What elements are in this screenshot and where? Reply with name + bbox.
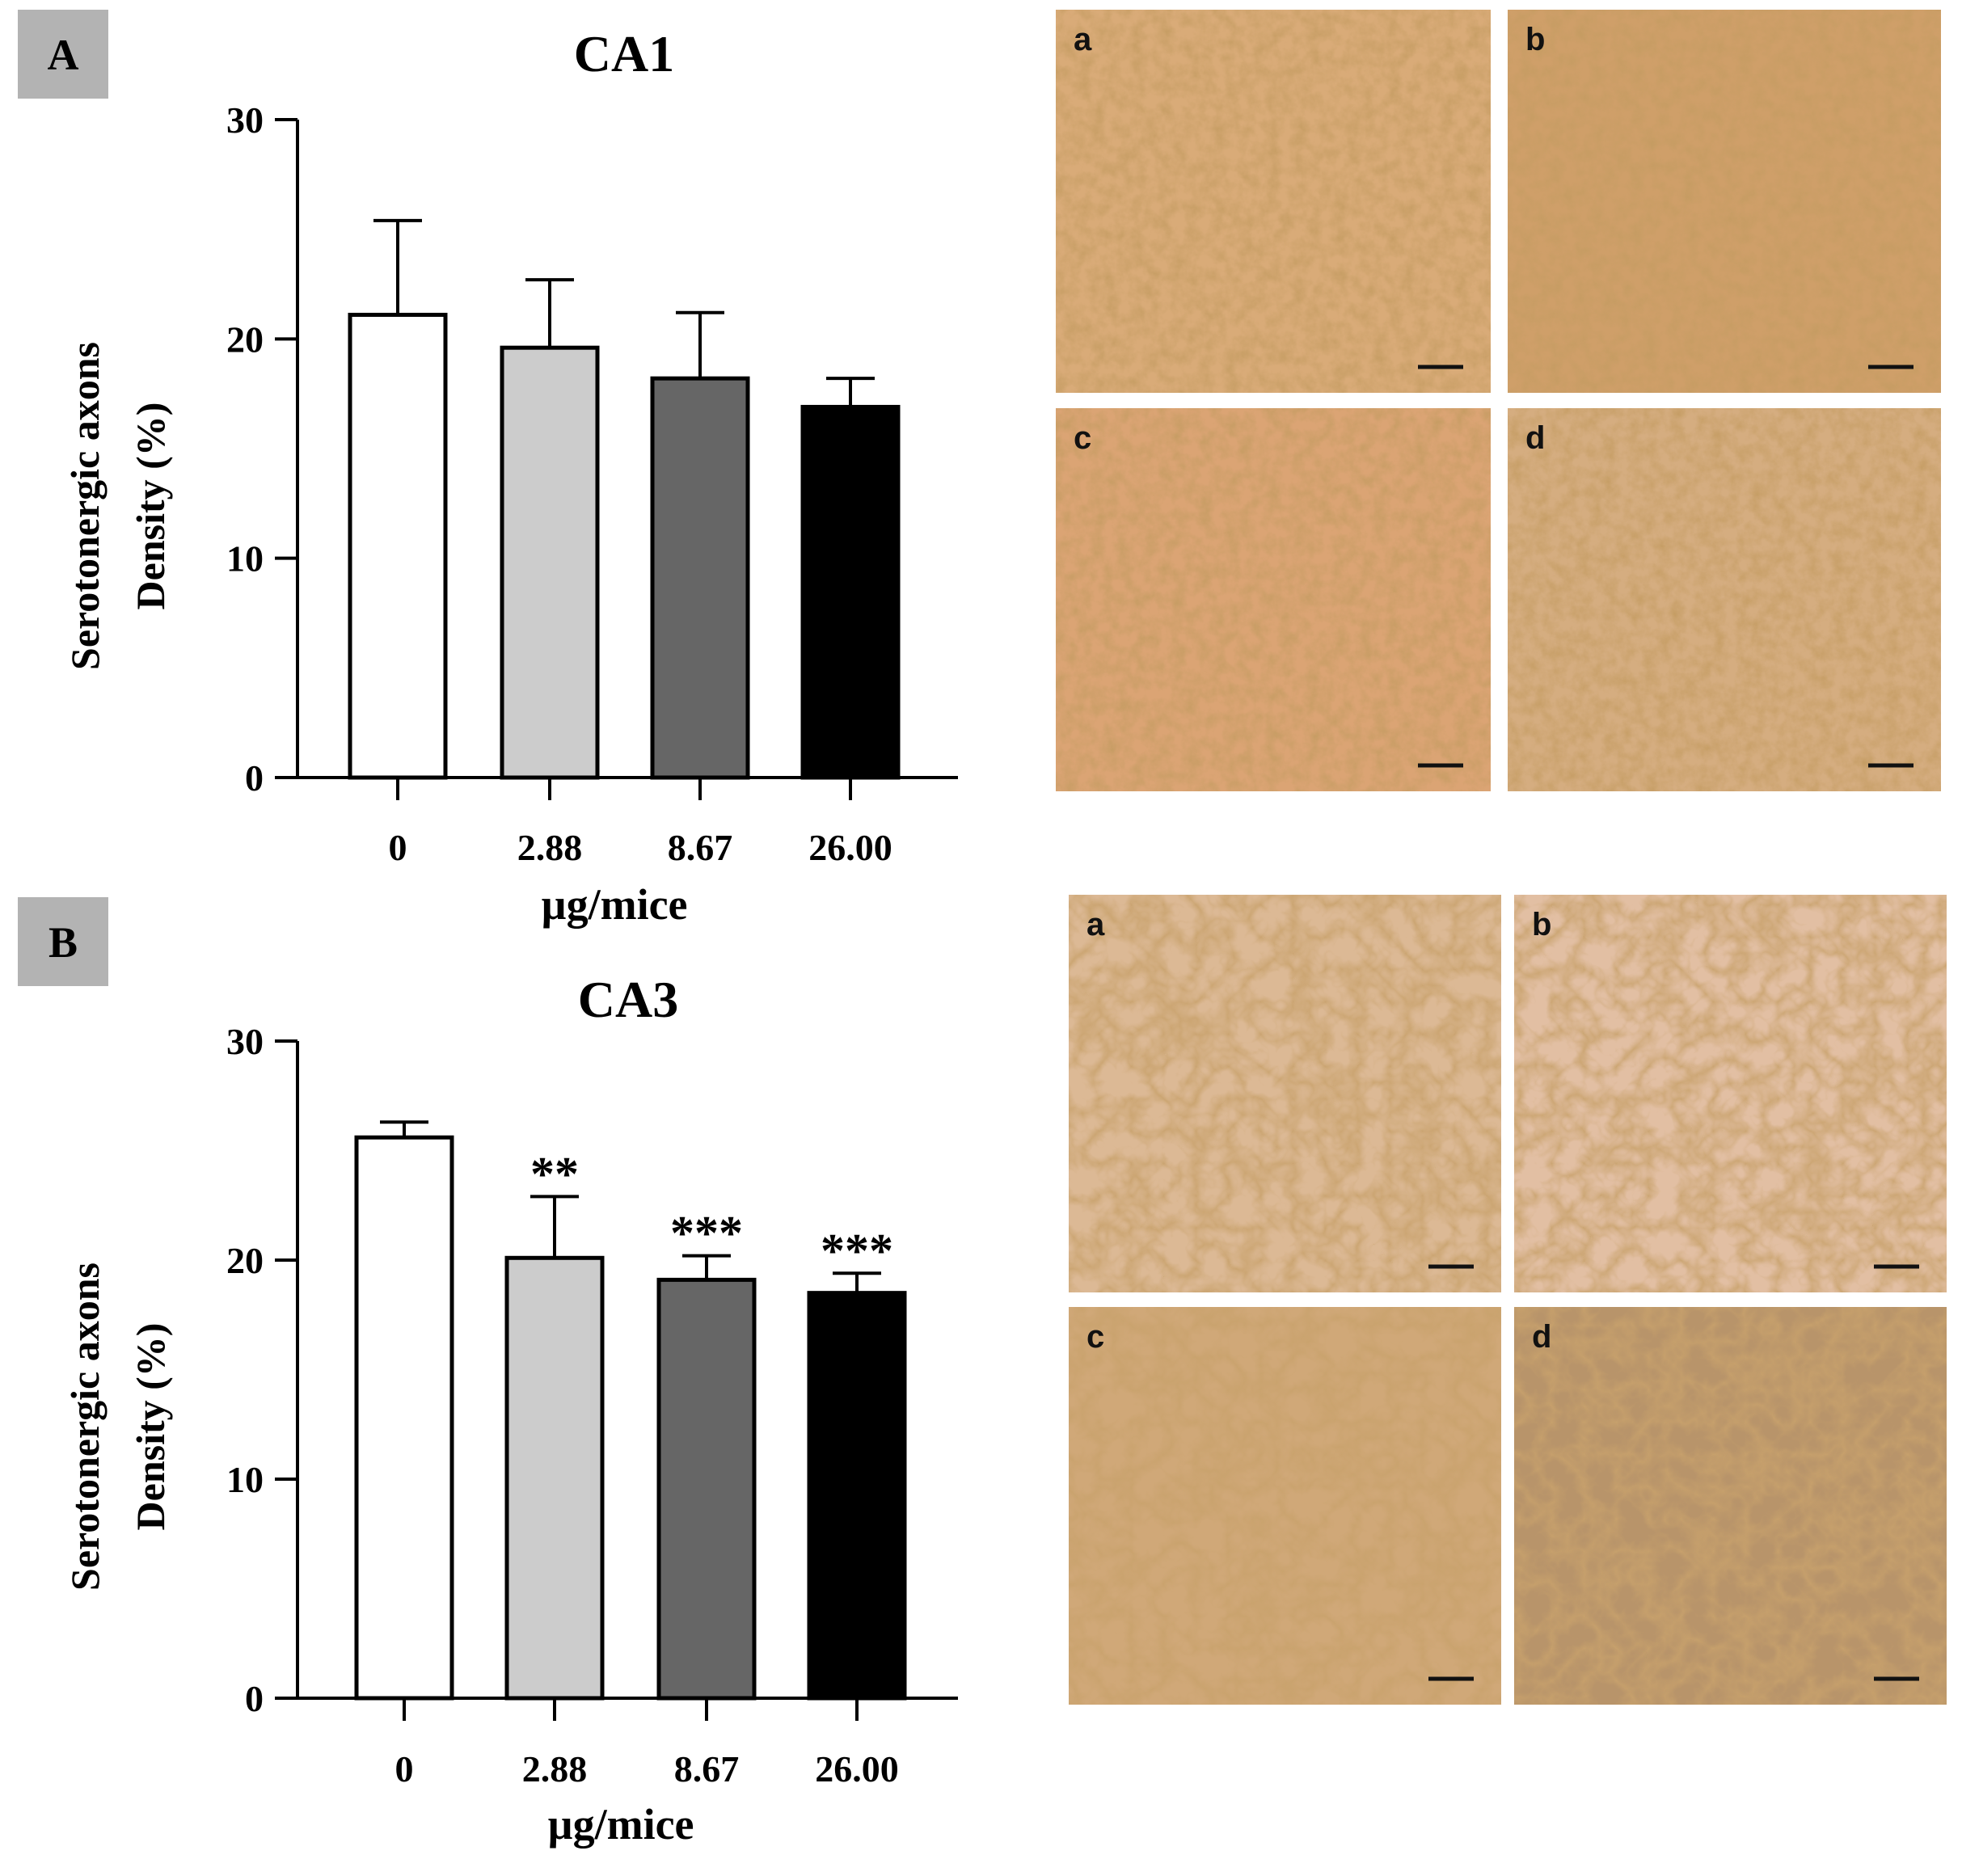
micrograph-stain-texture (1056, 408, 1491, 791)
chart-b-title: CA3 (578, 971, 678, 1028)
chart-b-x-tick-label: 26.00 (815, 1748, 899, 1790)
micrograph-a-b: b (1508, 10, 1941, 393)
chart-a-x-tick-label: 0 (389, 827, 407, 868)
chart-a-ylabel: Serotonergic axons Density (%) (62, 342, 173, 670)
chart-a-bar (500, 345, 600, 780)
chart-a-x-axis: 0 2.88 8.67 26.00 (297, 776, 958, 868)
micrograph-label: c (1086, 1319, 1104, 1355)
micrograph-stain-texture (1508, 408, 1941, 791)
micrograph-label: a (1074, 22, 1092, 57)
micrograph-b-b: b (1514, 895, 1947, 1292)
chart-b-y-tick-label: 20 (226, 1240, 264, 1281)
chart-a-x-tick-label: 2.88 (517, 827, 583, 868)
micrograph-label: c (1074, 420, 1091, 456)
chart-b-ylabel-line2: Density (%) (128, 1323, 173, 1531)
panel-b-badge-label: B (49, 918, 78, 967)
chart-b-y-tick-label: 0 (245, 1678, 264, 1719)
chart-b-xlabel: µg/mice (547, 1800, 694, 1849)
chart-b-bar (656, 1277, 757, 1701)
chart-a-y-axis: 0 10 20 30 (226, 99, 299, 799)
chart-b-x-tick-label: 8.67 (674, 1748, 740, 1790)
micrograph-label: d (1525, 420, 1545, 456)
chart-a-xlabel: µg/mice (541, 880, 687, 929)
micrographs-a: a b c d (1056, 10, 1941, 791)
chart-a-y-tick-label: 20 (226, 318, 264, 360)
chart-b-x-axis: 0 2.88 8.67 26.00 (297, 1697, 958, 1790)
chart-b-bar (504, 1255, 605, 1701)
chart-a-y-tick-label: 30 (226, 99, 264, 141)
micrograph-stain-texture (1508, 10, 1941, 393)
chart-b-y-tick-label: 30 (226, 1021, 264, 1062)
chart-b-bar (807, 1291, 907, 1701)
chart-b-significance-label: *** (821, 1224, 893, 1277)
panel-b-badge (18, 897, 108, 986)
chart-b-bar (354, 1135, 454, 1701)
micrograph-stain-texture (1514, 1307, 1947, 1705)
micrograph-b-a: a (1069, 895, 1501, 1292)
chart-a-x-tick-label: 8.67 (668, 827, 733, 868)
chart-b-x-tick-label: 0 (395, 1748, 414, 1790)
micrograph-label: d (1532, 1319, 1551, 1355)
chart-b-ylabel-line1: Serotonergic axons (62, 1263, 108, 1591)
chart-b-y-axis: 0 10 20 30 (226, 1021, 299, 1719)
micrograph-stain-texture (1514, 895, 1947, 1292)
micrograph-a-c: c (1056, 408, 1491, 791)
chart-b-plot: ***** *** (354, 1120, 907, 1701)
micrograph-b-d: d (1514, 1307, 1947, 1705)
micrograph-stain-texture (1069, 895, 1501, 1292)
chart-a-plot (348, 218, 901, 780)
chart-a-bar (800, 404, 901, 780)
chart-b-x-tick-label: 2.88 (522, 1748, 588, 1790)
micrograph-a-d: d (1508, 408, 1941, 791)
micrographs-b: a b c d (1069, 895, 1947, 1705)
panel-a-badge (18, 10, 108, 99)
chart-a-ylabel-line2: Density (%) (128, 403, 173, 610)
chart-a-y-tick-label: 0 (245, 757, 264, 799)
micrograph-label: a (1086, 907, 1105, 942)
chart-b-significance-label: ** (530, 1147, 579, 1200)
chart-a-title: CA1 (574, 25, 674, 82)
micrograph-label: b (1532, 907, 1551, 942)
chart-a-x-tick-label: 26.00 (808, 827, 892, 868)
chart-a-bar (348, 312, 448, 780)
chart-a-bar (650, 376, 750, 780)
micrograph-b-c: c (1069, 1307, 1501, 1705)
chart-b-ylabel: Serotonergic axons Density (%) (62, 1263, 173, 1591)
chart-a-y-tick-label: 10 (226, 538, 264, 580)
panel-a-badge-label: A (48, 31, 79, 79)
chart-b-significance-label: *** (670, 1207, 743, 1260)
micrograph-stain-texture (1069, 1307, 1501, 1705)
chart-a-ylabel-line1: Serotonergic axons (62, 342, 108, 670)
micrograph-stain-texture (1056, 10, 1491, 393)
micrograph-label: b (1525, 22, 1545, 57)
micrograph-a-a: a (1056, 10, 1491, 393)
panel-a-chart: A CA1 0 10 20 30 0 2.88 8.67 26.00 Serotonergi… (18, 10, 958, 929)
chart-b-y-tick-label: 10 (226, 1459, 264, 1500)
